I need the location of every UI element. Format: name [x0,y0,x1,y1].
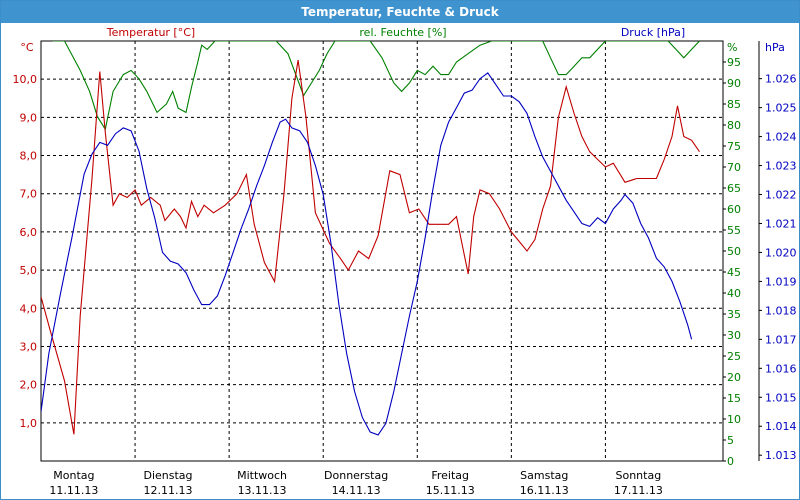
temperature-unit: °C [20,41,34,54]
humidity-tick-label: 40 [727,287,741,300]
pressure-tick-label: 1.013 [765,449,797,462]
humidity-tick-label: 20 [727,371,741,384]
pressure-tick-label: 1.021 [765,217,797,230]
temperature-tick-label: 3,0 [20,340,38,353]
humidity-tick-label: 45 [727,266,741,279]
pressure-tick-label: 1.023 [765,160,797,173]
humidity-tick-label: 95 [727,56,741,69]
date-label: 16.11.13 [520,484,569,497]
pressure-tick-label: 1.024 [765,131,797,144]
humidity-tick-label: 25 [727,350,741,363]
pressure-tick-label: 1.025 [765,102,797,115]
day-label: Mittwoch [237,469,287,482]
pressure-tick-label: 1.020 [765,246,797,259]
temperature-tick-label: 5,0 [20,264,38,277]
humidity-tick-label: 15 [727,392,741,405]
temperature-tick-label: 1,0 [20,417,38,430]
day-label: Dienstag [143,469,192,482]
humidity-tick-label: 65 [727,182,741,195]
humidity-tick-label: 60 [727,203,741,216]
day-label: Montag [53,469,94,482]
temperature-tick-label: 8,0 [20,150,38,163]
humidity-tick-label: 10 [727,413,741,426]
series-line-pressure [41,72,693,436]
plot-area [40,40,724,462]
date-label: 12.11.13 [144,484,193,497]
pressure-tick-label: 1.014 [765,420,797,433]
date-label: 15.11.13 [426,484,475,497]
legend-pressure: Druck [hPa] [621,26,685,39]
temperature-tick-label: 7,0 [20,188,38,201]
day-label: Freitag [431,469,469,482]
date-label: 11.11.13 [49,484,98,497]
pressure-tick-label: 1.026 [765,73,797,86]
date-label: 13.11.13 [238,484,287,497]
temperature-tick-label: 9,0 [20,111,38,124]
date-label: 17.11.13 [614,484,663,497]
humidity-tick-label: 0 [727,455,734,468]
pressure-tick-label: 1.019 [765,275,797,288]
legend-humidity: rel. Feuchte [%] [359,26,446,39]
humidity-unit: % [727,41,737,54]
humidity-tick-label: 35 [727,308,741,321]
pressure-tick-label: 1.016 [765,362,797,375]
temperature-tick-label: 10,0 [13,73,38,86]
humidity-tick-label: 80 [727,119,741,132]
pressure-tick-label: 1.015 [765,391,797,404]
humidity-tick-label: 75 [727,140,741,153]
humidity-tick-label: 30 [727,329,741,342]
pressure-tick-label: 1.018 [765,304,797,317]
temperature-tick-label: 6,0 [20,226,38,239]
humidity-tick-label: 5 [727,434,734,447]
day-label: Sonntag [615,469,661,482]
legend-temperature: Temperatur [°C] [106,26,195,39]
date-label: 14.11.13 [332,484,381,497]
pressure-tick-label: 1.017 [765,333,797,346]
series-line-humidity [52,41,700,131]
humidity-tick-label: 85 [727,98,741,111]
humidity-tick-label: 90 [727,77,741,90]
temperature-tick-label: 2,0 [20,379,38,392]
chart-title: Temperatur, Feuchte & Druck [1,1,799,23]
day-label: Samstag [520,469,568,482]
humidity-tick-label: 50 [727,245,741,258]
pressure-tick-label: 1.022 [765,189,797,202]
humidity-tick-label: 55 [727,224,741,237]
day-label: Donnerstag [324,469,388,482]
temperature-tick-label: 4,0 [20,302,38,315]
pressure-unit: hPa [765,41,785,54]
humidity-tick-label: 70 [727,161,741,174]
